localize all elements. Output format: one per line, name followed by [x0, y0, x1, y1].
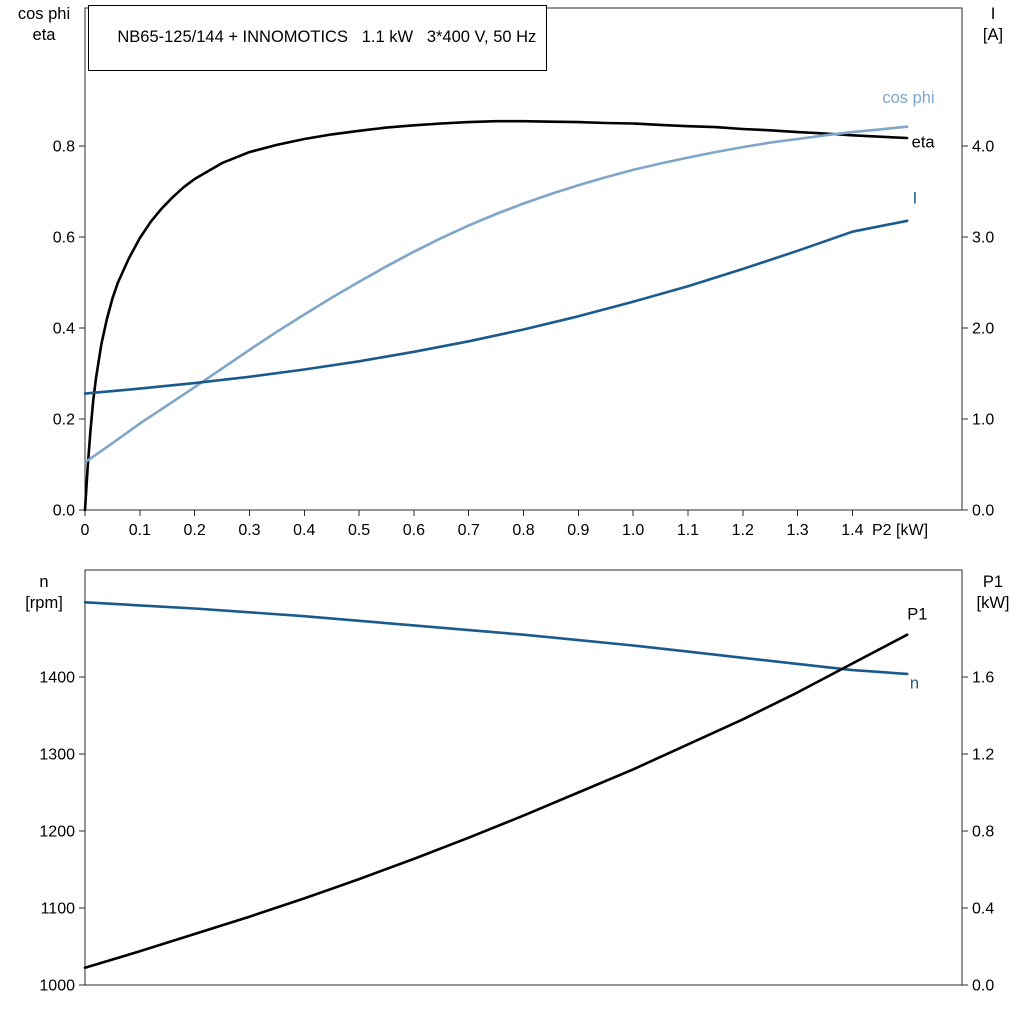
- left-axis-label-line1: cos phi: [17, 5, 71, 23]
- power-axis-label-line2: [kW]: [976, 594, 1010, 612]
- n-curve-label: n: [910, 675, 919, 693]
- x-axis-tick-label: 0.2: [184, 522, 206, 539]
- right-axis-tick-label: 0.4: [972, 901, 994, 918]
- top-left-axis-label: cos phi eta: [4, 4, 84, 46]
- bottom-right-axis-label: P1 [kW]: [964, 572, 1022, 614]
- x-axis-tick-label: 0.1: [129, 522, 151, 539]
- right-axis-label-line2: [A]: [982, 26, 1004, 44]
- left-axis-tick-label: 1200: [39, 824, 75, 841]
- chart-title: NB65-125/144 + INNOMOTICS 1.1 kW 3*400 V…: [117, 28, 537, 46]
- current-curve: [83, 219, 909, 395]
- right-axis-label-line1: I: [990, 5, 996, 23]
- right-axis-tick-label: 1.0: [972, 412, 994, 429]
- left-axis-tick-label: 1000: [39, 978, 75, 995]
- chart-title-box: NB65-125/144 + INNOMOTICS 1.1 kW 3*400 V…: [88, 5, 548, 71]
- x-axis-tick-label: 0.3: [238, 522, 260, 539]
- right-axis-tick-label: 4.0: [972, 139, 994, 156]
- plot-frame: [84, 569, 963, 986]
- left-axis-tick-label: 0.0: [53, 503, 75, 520]
- motor-performance-chart: 0.0 0.2 0.4 0.6 0.8 0.0 1.0 2.0 3.0 4.0 0 0.1 0.2 0.3…: [53, 7, 994, 539]
- left-axis-label-line2: eta: [32, 26, 56, 44]
- speed-axis-label-line2: [rpm]: [25, 594, 63, 612]
- n-curve: [83, 600, 909, 676]
- eta-curve: [83, 119, 909, 512]
- x-axis-tick-label: 1.1: [677, 522, 699, 539]
- x-axis-tick-label: 0.6: [403, 522, 425, 539]
- x-axis-tick-label: 0.4: [293, 522, 315, 539]
- power-axis-label-line1: P1: [982, 573, 1004, 591]
- right-axis-tick-label: 1.2: [972, 747, 994, 764]
- top-right-axis-label: I [A]: [964, 4, 1022, 46]
- speed-axis-label-line1: n: [39, 573, 49, 591]
- x-axis-tick-label: 0: [81, 522, 90, 539]
- x-axis-tick-label: 0.8: [512, 522, 534, 539]
- x-axis-tick-label: 0.9: [567, 522, 589, 539]
- plot-frame: [84, 7, 963, 511]
- left-axis-tick-label: 1300: [39, 747, 75, 764]
- p1-curve-label: P1: [907, 605, 927, 623]
- x-axis-tick-label: 0.5: [348, 522, 370, 539]
- right-axis-tick-label: 3.0: [972, 230, 994, 247]
- bottom-left-axis-label: n [rpm]: [4, 572, 84, 614]
- right-axis-tick-label: 0.0: [972, 503, 994, 520]
- right-axis-tick-label: 0.0: [972, 978, 994, 995]
- right-axis-tick-label: 0.8: [972, 824, 994, 841]
- left-axis-tick-label: 1100: [41, 901, 76, 918]
- x-axis-tick-label: 0.7: [458, 522, 480, 539]
- x-axis-tick-label: 1.3: [786, 522, 808, 539]
- x-axis-tick-label: 1.0: [622, 522, 644, 539]
- speed-and-power-chart: 1000 1100 1200 1300 1400 0.0 0.4 0.8 1.2 1.6 n P1: [39, 569, 994, 995]
- x-axis-tick-label: 1.4: [841, 522, 863, 539]
- left-axis-tick-label: 1400: [39, 670, 75, 687]
- right-axis-tick-label: 2.0: [972, 321, 994, 338]
- right-axis-tick-label: 1.6: [972, 670, 994, 687]
- cos-phi-curve-label: cos phi: [882, 89, 934, 107]
- left-axis-tick-label: 0.6: [53, 230, 75, 247]
- left-axis-tick-label: 0.2: [53, 412, 75, 429]
- left-axis-tick-label: 0.4: [53, 321, 75, 338]
- x-axis-tick-label: 1.2: [732, 522, 754, 539]
- p1-curve: [83, 633, 909, 970]
- left-axis-tick-label: 0.8: [53, 139, 75, 156]
- current-curve-label: I: [913, 190, 918, 208]
- eta-curve-label: eta: [912, 134, 936, 152]
- cos-phi-curve: [83, 125, 909, 464]
- x-axis-label: P2 [kW]: [872, 522, 928, 539]
